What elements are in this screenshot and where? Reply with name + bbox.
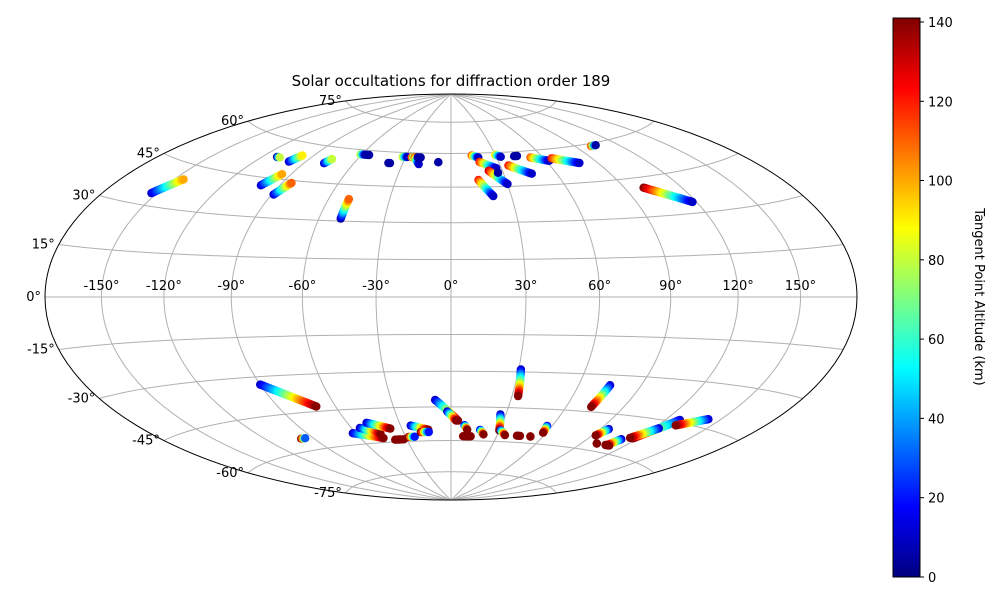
colorbar-ticks: 0 20 40 60 80 100 120 140 [920,16,953,586]
longitude-tick-label: 30° [514,279,537,294]
occultation-points [147,141,713,450]
longitude-tick-label: 150° [785,279,816,294]
colorbar-label: Tangent Point Altitude (km) [971,207,986,385]
occultation-point [452,416,461,425]
longitude-tick-label: -30° [362,279,390,294]
latitude-tick-label: 60° [221,114,244,129]
occultation-point [275,153,284,162]
parallel-line [99,370,803,399]
latitude-tick-label: 45° [137,147,160,162]
occultation-point [591,431,600,440]
colorbar-tick-label: 0 [928,571,936,586]
longitude-tick-label: -90° [217,279,245,294]
colorbar-tick-label: 20 [928,492,945,507]
colorbar-tick-label: 80 [928,254,945,269]
parallel-line [163,406,739,441]
occultation-point [587,402,596,412]
longitude-tick-label: 0° [444,279,459,294]
occultation-point [515,431,525,441]
occultation-point [625,433,635,443]
map-grid [45,94,857,500]
occultation-point [493,168,503,177]
occultation-point [410,432,419,441]
occultation-point [604,441,614,450]
occultation-point [312,402,321,411]
colorbar-tick-label: 140 [928,16,953,31]
occultation-point [434,158,443,167]
colorbar: 0 20 40 60 80 100 120 140 Tangent Point Altitud… [892,16,986,586]
occultation-point [385,158,395,168]
parallel-line [163,153,739,188]
occultation-point [463,425,472,434]
colorbar-gradient [892,17,921,578]
colorbar-tick-label: 40 [928,412,945,427]
map-boundary [44,93,858,501]
latitude-tick-label: -30° [68,392,96,407]
latitude-tick-labels: 75° 60° 45° 30° 15° 0° -15° -30° -45° -60° -75° [26,94,342,501]
occultation-point [301,434,310,443]
occultation-point [592,439,601,448]
parallel-line [247,440,655,474]
longitude-tick-labels: -150° -120° -90° -60° -30° 0° 30° 60° 90° 120° 150… [83,279,816,294]
latitude-tick-label: -15° [27,343,55,358]
occultation-point [688,197,697,207]
occultation-point [479,430,488,439]
occultation-point [414,159,423,169]
parallel-line [99,195,803,224]
occultation-point [424,427,433,437]
latitude-tick-label: -75° [314,486,342,501]
occultation-point [386,424,395,433]
longitude-tick-label: 90° [659,279,682,294]
occultation-point [591,141,600,150]
occultation-point [376,429,385,438]
occultation-point [500,430,510,440]
colorbar-tick-label: 120 [928,95,953,110]
occultation-point [344,194,354,204]
occultation-point [287,178,296,188]
chart-title: Solar occultations for diffraction order… [292,72,611,90]
latitude-tick-label: 15° [32,238,55,253]
occultation-point [513,391,523,401]
parallel-line [345,100,557,123]
latitude-tick-label: 30° [72,189,95,204]
latitude-tick-label: 75° [319,94,342,109]
longitude-tick-label: 60° [588,279,611,294]
colorbar-tick-label: 60 [928,333,945,348]
colorbar-tick-label: 100 [928,175,953,190]
occultation-point [538,428,548,437]
occultation-point [526,432,535,441]
parallel-line [58,243,844,261]
longitude-tick-label: -120° [146,279,182,294]
parallel-line [58,333,844,351]
occultation-point [364,150,374,160]
occultation-point [179,175,188,184]
occultation-point [671,421,680,430]
longitude-tick-label: -60° [289,279,317,294]
occultation-point [277,170,287,179]
longitude-tick-label: -150° [83,279,119,294]
occultation-point [416,153,425,162]
latitude-tick-label: -45° [132,434,160,449]
occultation-point [575,158,584,168]
longitude-tick-label: 120° [722,279,753,294]
latitude-tick-label: 0° [26,290,41,305]
occultation-point [466,432,475,441]
occultation-point [327,154,337,164]
parallel-line [247,120,655,154]
latitude-tick-label: -60° [216,466,244,481]
parallel-line [345,471,557,494]
occultation-point [489,191,498,201]
occultation-point [527,169,536,178]
occultation-point [512,151,522,161]
occultation-point [298,151,307,160]
occultation-point [503,179,512,189]
occultation-point [496,152,505,161]
